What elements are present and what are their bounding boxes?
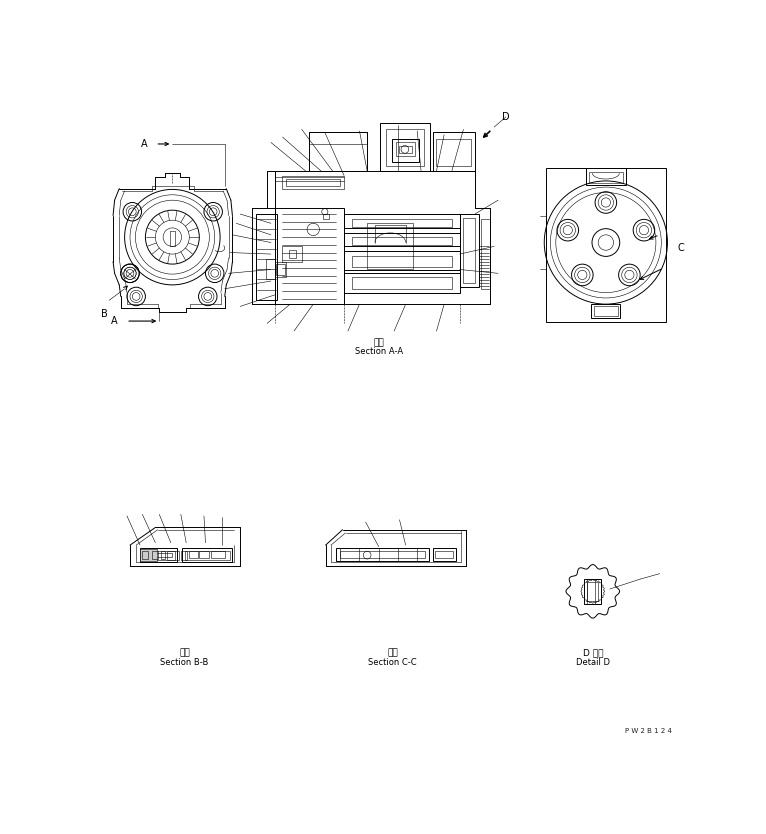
Bar xyxy=(437,138,471,165)
Bar xyxy=(309,133,367,171)
Text: 断面: 断面 xyxy=(179,649,190,657)
Text: Section C-C: Section C-C xyxy=(368,658,417,666)
Bar xyxy=(433,133,475,171)
Bar xyxy=(344,274,460,293)
Bar xyxy=(352,219,452,227)
Bar xyxy=(352,237,452,245)
Bar xyxy=(322,214,329,219)
Bar xyxy=(182,548,232,562)
Text: P W 2 B 1 2 4: P W 2 B 1 2 4 xyxy=(625,728,672,735)
Text: Section A-A: Section A-A xyxy=(355,348,403,356)
Bar xyxy=(460,214,479,287)
Bar xyxy=(256,214,277,300)
Bar xyxy=(161,551,165,559)
Bar xyxy=(481,219,490,289)
Bar xyxy=(594,306,618,316)
Bar xyxy=(433,548,456,560)
Text: A: A xyxy=(111,316,118,326)
Bar xyxy=(277,264,285,275)
Bar xyxy=(309,133,367,144)
Bar xyxy=(283,175,344,189)
Bar xyxy=(140,549,157,561)
Bar xyxy=(146,553,172,557)
Bar xyxy=(591,304,620,318)
Text: 断面: 断面 xyxy=(387,649,398,657)
Bar xyxy=(340,550,425,558)
Text: Section B-B: Section B-B xyxy=(161,658,209,666)
Text: D 詳細: D 詳細 xyxy=(582,649,603,657)
Bar xyxy=(352,277,452,289)
Bar xyxy=(142,550,175,560)
Text: A: A xyxy=(140,139,147,149)
Text: B: B xyxy=(101,309,108,319)
Text: C: C xyxy=(677,243,684,253)
Bar xyxy=(546,168,666,322)
Bar xyxy=(167,550,178,560)
Bar xyxy=(211,550,224,558)
Bar xyxy=(367,224,414,269)
Bar xyxy=(344,233,460,246)
Bar xyxy=(142,551,149,559)
Bar xyxy=(152,551,158,559)
Text: Detail D: Detail D xyxy=(576,658,610,666)
Bar xyxy=(589,172,623,183)
Bar xyxy=(275,208,344,304)
Bar xyxy=(344,251,460,270)
Bar xyxy=(188,550,198,558)
Bar xyxy=(266,259,275,279)
Bar xyxy=(586,168,626,185)
Bar xyxy=(588,582,598,600)
Bar xyxy=(185,550,230,560)
Bar xyxy=(399,145,412,153)
Bar xyxy=(391,138,419,162)
Bar xyxy=(435,550,453,558)
Bar xyxy=(385,128,424,165)
Bar xyxy=(286,178,340,186)
Bar xyxy=(336,548,429,560)
Bar xyxy=(352,255,452,267)
Bar xyxy=(463,218,475,284)
Bar xyxy=(396,143,415,156)
Bar xyxy=(584,579,601,604)
Text: 断面: 断面 xyxy=(373,338,384,347)
Bar xyxy=(275,262,286,277)
Bar xyxy=(181,550,187,560)
Bar xyxy=(140,548,177,562)
Bar xyxy=(380,123,430,171)
Bar xyxy=(289,250,296,258)
Text: D: D xyxy=(502,112,509,122)
Bar xyxy=(283,246,302,262)
Bar xyxy=(199,550,208,558)
Bar xyxy=(344,214,460,228)
